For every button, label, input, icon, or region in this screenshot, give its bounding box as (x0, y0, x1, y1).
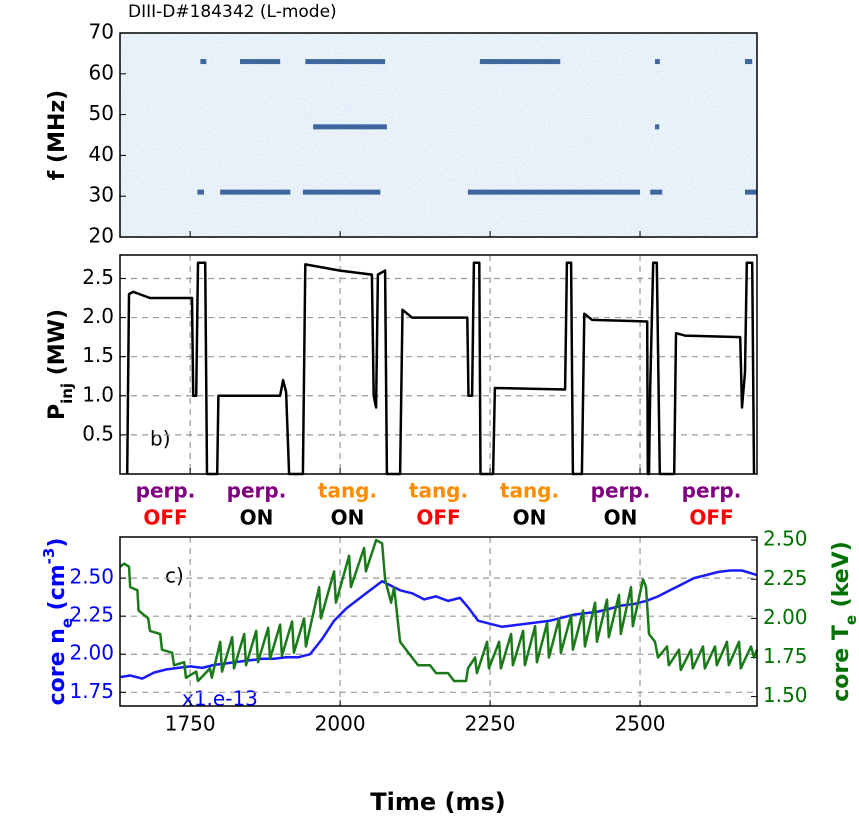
series-line (119, 538, 759, 683)
mode-streak (239, 59, 281, 65)
y2-tick-label: 1.75 (763, 644, 808, 668)
y-tick-label: 60 (89, 60, 114, 84)
y-axis-label: core Te (keV) (829, 541, 859, 702)
plot-frame (119, 32, 758, 238)
mode-streak (650, 189, 663, 195)
y-tick-label: 70 (89, 20, 114, 44)
y-axis-label: f (MHz) (45, 90, 70, 180)
power-label: OFF (689, 506, 733, 530)
y-tick-label: 1.0 (82, 382, 114, 406)
mode-streak (220, 189, 291, 195)
label-part: core n (45, 628, 70, 705)
x-tick-label: 2500 (615, 712, 666, 736)
y-tick-label: 1.5 (82, 343, 114, 367)
y-tick-label: 1.75 (69, 679, 114, 703)
x-tick-label: 2250 (465, 712, 516, 736)
panel-label: c) (165, 564, 184, 588)
label-part: inj (58, 383, 76, 404)
y2-tick-label: 2.50 (763, 527, 808, 551)
y-tick-label: 2.0 (82, 304, 114, 328)
y-tick-label: 30 (89, 183, 114, 207)
mode-streak (655, 59, 660, 65)
y-tick-label: 20 (89, 224, 114, 248)
power-label: ON (604, 506, 638, 530)
label-part: core T (829, 625, 854, 702)
beam-label: tang. (409, 479, 468, 503)
mode-streak (467, 189, 641, 195)
mode-streak (305, 59, 386, 65)
mode-streak (745, 59, 753, 65)
series-line (125, 261, 756, 476)
x-axis-label: Time (ms) (370, 788, 505, 816)
x-tick-label: 2000 (315, 712, 366, 736)
plot-frame (119, 536, 758, 707)
mode-streak (302, 189, 381, 195)
beam-label: perp. (136, 479, 196, 503)
label-part: e (58, 618, 76, 628)
label-part: (MW) (45, 309, 70, 383)
y-tick-label: 2.25 (69, 603, 114, 627)
mode-streak (745, 189, 757, 195)
power-label: OFF (143, 506, 187, 530)
chart-title: DIII-D#184342 (L-mode) (128, 2, 337, 22)
beam-label: perp. (227, 479, 287, 503)
y-tick-label: 2.00 (69, 641, 114, 665)
y-axis-label: Pinj (MW) (45, 309, 76, 420)
panel-label: b) (150, 427, 171, 451)
y-axis-label: core ne (cm-3) (40, 538, 76, 706)
label-part: ) (45, 538, 70, 548)
mode-streak (479, 59, 561, 65)
y2-tick-label: 2.00 (763, 605, 808, 629)
label-part: -3 (40, 548, 58, 565)
mode-streak (313, 124, 387, 130)
y-tick-label: 50 (89, 101, 114, 125)
beam-label: perp. (682, 479, 742, 503)
mode-streak (655, 124, 660, 130)
power-label: ON (513, 506, 547, 530)
x-tick-label: 1750 (165, 712, 216, 736)
y-tick-label: 2.50 (69, 565, 114, 589)
y-tick-label: 0.5 (82, 421, 114, 445)
y-tick-label: 40 (89, 142, 114, 166)
beam-label: tang. (318, 479, 377, 503)
label-part: f (MHz) (45, 90, 70, 180)
y-tick-label: 2.5 (82, 265, 114, 289)
mode-streak (197, 189, 204, 195)
power-label: ON (240, 506, 274, 530)
mode-streak (200, 59, 207, 65)
beam-label: tang. (500, 479, 559, 503)
label-part: P (45, 404, 70, 420)
plot-frame (119, 254, 758, 475)
label-part: e (842, 615, 859, 625)
label-part: (keV) (829, 541, 854, 615)
power-label: OFF (416, 506, 460, 530)
spectrogram-noise (120, 33, 757, 237)
beam-label: perp. (591, 479, 651, 503)
label-part: (cm (45, 564, 70, 618)
y2-tick-label: 1.50 (763, 683, 808, 707)
power-label: ON (331, 506, 365, 530)
y2-tick-label: 2.25 (763, 566, 808, 590)
scale-note: x1.e-13 (182, 687, 258, 711)
